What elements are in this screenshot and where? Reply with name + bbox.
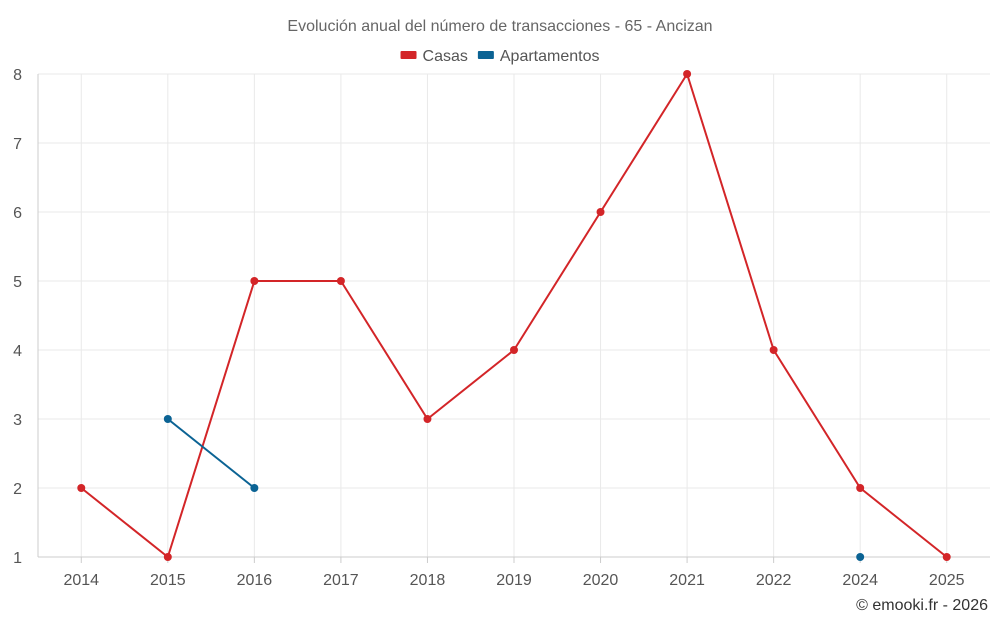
series-apartamentos	[163, 415, 865, 561]
y-axis-ticks: 1 2 3 4 5 6 7 8	[13, 67, 22, 567]
x-tick-label: 2025	[929, 572, 965, 589]
data-point[interactable]	[336, 277, 345, 285]
y-tick-label: 8	[13, 67, 22, 84]
data-point[interactable]	[163, 415, 172, 423]
x-tick-label: 2016	[237, 572, 273, 589]
legend-label: Casas	[423, 48, 468, 65]
y-tick-label: 6	[13, 205, 22, 222]
x-tick-label: 2017	[323, 572, 359, 589]
legend: Casas Apartamentos	[400, 48, 600, 65]
x-tick-label: 2020	[583, 572, 619, 589]
x-tick-label: 2019	[496, 572, 532, 589]
legend-swatch	[477, 51, 494, 59]
data-point[interactable]	[942, 553, 951, 561]
legend-item-casas[interactable]: Casas	[400, 48, 468, 65]
x-tick-label: 2021	[669, 572, 705, 589]
credit-text: © emooki.fr - 2026	[856, 597, 988, 614]
series-layer	[77, 70, 951, 561]
data-point[interactable]	[769, 346, 778, 354]
y-tick-label: 1	[13, 550, 22, 567]
x-tick-label: 2022	[756, 572, 792, 589]
data-point[interactable]	[856, 484, 865, 492]
data-point[interactable]	[163, 553, 172, 561]
data-point[interactable]	[683, 70, 692, 78]
data-point[interactable]	[250, 484, 259, 492]
data-point[interactable]	[77, 484, 86, 492]
series-casas	[77, 70, 951, 561]
series-line	[167, 418, 255, 489]
grid	[37, 73, 990, 558]
data-point[interactable]	[250, 277, 259, 285]
x-tick-label: 2015	[150, 572, 186, 589]
data-point[interactable]	[510, 346, 518, 354]
chart-title: Evolución anual del número de transaccio…	[287, 18, 712, 35]
y-tick-label: 2	[13, 481, 22, 498]
legend-label: Apartamentos	[500, 48, 600, 65]
x-tick-label: 2024	[842, 572, 878, 589]
legend-item-apartamentos[interactable]: Apartamentos	[477, 48, 600, 65]
y-tick-label: 5	[13, 274, 22, 291]
data-point[interactable]	[856, 553, 865, 561]
x-tick-label: 2018	[410, 572, 446, 589]
y-tick-label: 4	[13, 343, 22, 360]
y-tick-label: 7	[13, 136, 22, 153]
legend-swatch	[400, 51, 417, 59]
y-tick-label: 3	[13, 412, 22, 429]
data-point[interactable]	[596, 208, 605, 216]
x-axis-ticks: 2014 2015 2016 2017 2018 2019 2020 2021 2022 2024…	[63, 557, 965, 589]
data-point[interactable]	[423, 415, 432, 423]
x-tick-label: 2014	[63, 572, 99, 589]
